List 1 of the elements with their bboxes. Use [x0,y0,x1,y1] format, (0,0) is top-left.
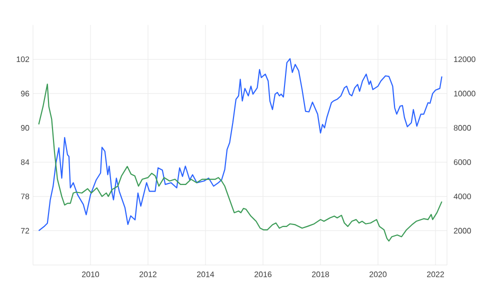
line-series [38,58,442,232]
